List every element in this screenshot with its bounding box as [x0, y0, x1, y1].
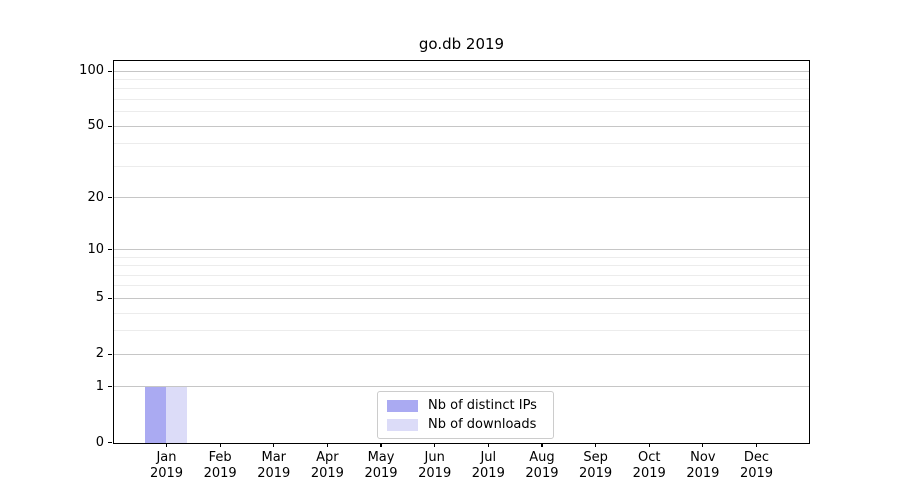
x-tick-label-sep: Sep 2019: [579, 449, 613, 481]
x-tick-label-nov: Nov 2019: [686, 449, 720, 481]
gridline-major: [114, 353, 809, 355]
x-tick-mark: [434, 442, 436, 447]
legend: Nb of distinct IPs Nb of downloads: [377, 391, 554, 439]
gridline-minor: [114, 99, 809, 101]
y-tick-label: 1: [95, 378, 104, 394]
y-tick-label: 50: [87, 118, 104, 134]
y-tick-mark: [108, 297, 112, 300]
y-tick-mark: [108, 70, 112, 72]
x-tick-label-apr: Apr 2019: [310, 449, 344, 481]
x-tick-mark: [380, 442, 382, 447]
x-tick-label-jan: Jan 2019: [149, 449, 184, 481]
y-tick-label: 100: [79, 63, 104, 79]
x-tick-label-feb: Feb 2019: [203, 449, 237, 481]
x-tick-mark: [755, 442, 758, 447]
legend-entry-downloads: Nb of downloads: [387, 417, 544, 432]
y-tick-label: 0: [95, 434, 104, 450]
x-tick-label-jun: Jun 2019: [418, 449, 452, 481]
x-tick-label-oct: Oct 2019: [632, 449, 666, 481]
legend-label-distinct-ips: Nb of distinct IPs: [428, 398, 537, 413]
gridline-minor: [114, 79, 809, 81]
y-tick-label: 20: [87, 189, 104, 205]
x-tick-mark: [273, 442, 275, 447]
y-tick-label: 10: [87, 241, 104, 257]
x-tick-mark: [487, 442, 489, 447]
x-tick-label-aug: Aug 2019: [525, 449, 559, 481]
x-tick-mark: [165, 442, 168, 447]
gridline-minor: [114, 165, 809, 167]
legend-entry-distinct-ips: Nb of distinct IPs: [387, 398, 544, 413]
y-tick-label: 5: [95, 290, 104, 306]
gridline-minor: [114, 111, 809, 113]
gridline-major: [114, 297, 809, 299]
x-tick-label-jul: Jul 2019: [471, 449, 505, 481]
y-tick-mark: [108, 353, 112, 355]
legend-label-downloads: Nb of downloads: [428, 417, 537, 432]
gridline-minor: [114, 88, 809, 90]
gridline-minor: [114, 285, 809, 287]
gridline-major: [114, 249, 809, 251]
x-tick-mark: [648, 442, 650, 447]
y-tick-mark: [108, 442, 112, 444]
x-tick-mark: [702, 442, 704, 447]
gridline-minor: [114, 312, 809, 314]
x-tick-mark: [594, 442, 597, 447]
y-tick-mark: [108, 197, 112, 199]
gridline-minor: [114, 274, 809, 276]
plot-canvas: Nb of distinct IPs Nb of downloads: [114, 61, 809, 443]
gridline-major: [114, 386, 809, 388]
gridline-minor: [114, 143, 809, 145]
x-tick-label-mar: Mar 2019: [257, 449, 291, 481]
y-tick-mark: [108, 249, 112, 251]
x-tick-mark: [219, 442, 221, 447]
chart-title: go.db 2019: [418, 35, 505, 53]
gridline-major: [114, 197, 809, 199]
gridline-major: [114, 125, 809, 127]
gridline-minor: [114, 330, 809, 332]
y-tick-mark: [108, 386, 112, 388]
x-tick-label-may: May 2019: [364, 449, 398, 481]
x-tick-label-dec: Dec 2019: [739, 449, 774, 481]
bar-distinct-ips-jan: [145, 387, 166, 443]
y-tick-mark: [108, 125, 112, 127]
legend-swatch-downloads: [387, 418, 418, 431]
gridline-minor: [114, 256, 809, 258]
legend-swatch-distinct-ips: [387, 399, 418, 412]
gridline-major: [114, 70, 809, 72]
x-tick-mark: [326, 442, 328, 447]
plot-area: Nb of distinct IPs Nb of downloads: [113, 60, 810, 444]
x-tick-mark: [541, 442, 543, 447]
gridline-minor: [114, 265, 809, 267]
y-tick-label: 2: [95, 346, 104, 362]
bar-downloads-jan: [166, 387, 187, 443]
